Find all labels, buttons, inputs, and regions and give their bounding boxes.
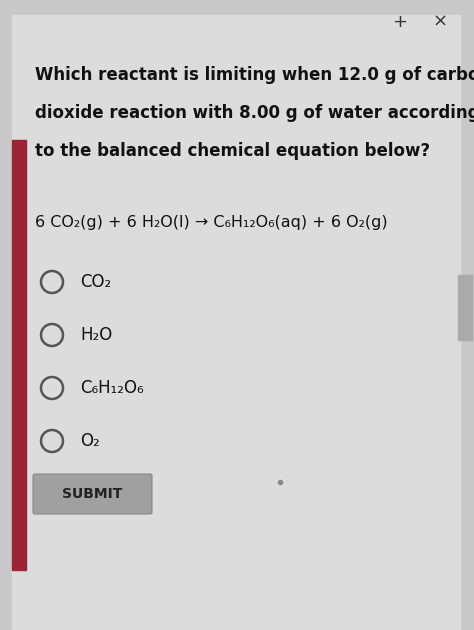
Text: dioxide reaction with 8.00 g of water according: dioxide reaction with 8.00 g of water ac…: [35, 104, 474, 122]
Text: SUBMIT: SUBMIT: [62, 487, 123, 501]
Text: O₂: O₂: [80, 432, 100, 450]
Text: +: +: [392, 13, 408, 31]
Bar: [12, 140, 26, 570]
Text: H₂O: H₂O: [80, 326, 112, 344]
Text: ×: ×: [432, 13, 447, 31]
FancyBboxPatch shape: [33, 474, 152, 514]
Text: Which reactant is limiting when 12.0 g of carbon: Which reactant is limiting when 12.0 g o…: [35, 66, 474, 84]
Text: to the balanced chemical equation below?: to the balanced chemical equation below?: [35, 142, 430, 160]
Bar: [458, 275, 472, 340]
Text: CO₂: CO₂: [80, 273, 111, 291]
Text: C₆H₁₂O₆: C₆H₁₂O₆: [80, 379, 144, 397]
Text: 6 CO₂(g) + 6 H₂O(l) → C₆H₁₂O₆(aq) + 6 O₂(g): 6 CO₂(g) + 6 H₂O(l) → C₆H₁₂O₆(aq) + 6 O₂…: [35, 214, 388, 229]
